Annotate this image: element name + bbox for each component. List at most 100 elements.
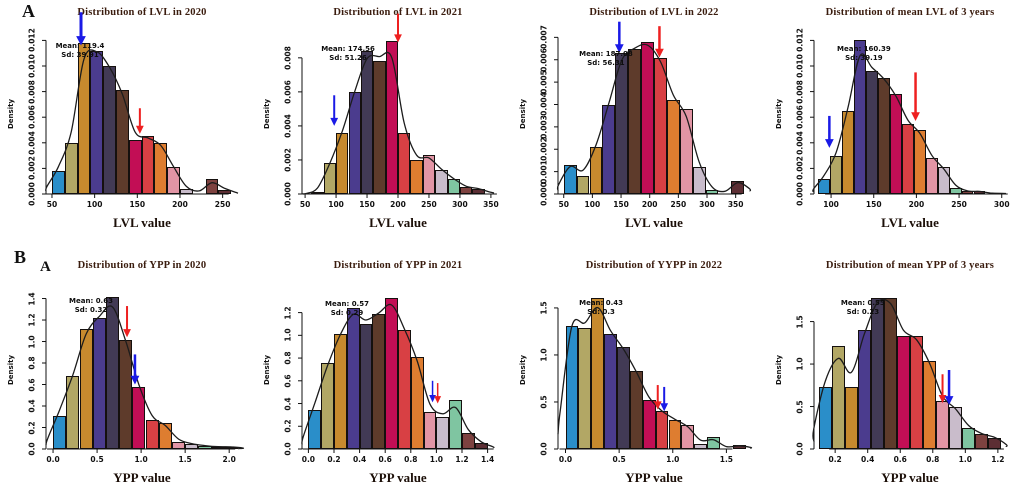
histogram-bar [707, 436, 720, 449]
mean-sd-annotation: Mean: 187.08 Sd: 56.31 [579, 50, 633, 68]
histogram-bar [961, 191, 974, 194]
sd-text: Sd: 39.91 [61, 51, 99, 59]
y-axis-label: Density [775, 354, 783, 386]
red-arrow-head [434, 396, 442, 404]
mean-text: Mean: 0.55 [840, 298, 885, 307]
blue-arrow-head [330, 117, 339, 126]
plot-area [554, 21, 752, 198]
x-tick-label: 0.2 [327, 455, 341, 464]
y-tick-label: 0.2 [283, 419, 293, 433]
histogram-bar [128, 140, 142, 194]
histogram-bar [158, 423, 172, 449]
mean-sd-annotation: Mean: 174.56 Sd: 51.26 [321, 45, 375, 63]
x-tick-label: 1.4 [480, 455, 495, 464]
panel-lvl-1: Distribution of LVL in 2020 Density 0.000 0… [0, 0, 256, 247]
histogram-bar [321, 362, 334, 449]
mean-text: Mean: 0.43 [579, 298, 624, 307]
y-tick-label: 0.8 [27, 356, 37, 370]
histogram-bar [602, 104, 616, 194]
x-tick-label: 0.5 [612, 455, 626, 464]
histogram-bar [459, 187, 473, 194]
y-tick-label: 1.2 [283, 305, 293, 320]
histogram-bar [385, 40, 398, 194]
x-tick-label: 0.2 [828, 455, 842, 464]
panel-ypp-2: Distribution of YPP in 2021 Density 0.0 0.2… [256, 247, 512, 494]
mean-text: Mean: 174.56 [321, 45, 375, 54]
histogram-bar [211, 446, 225, 449]
sd-text: Sd: 0.32 [74, 306, 108, 315]
x-axis-label: YPP value [881, 470, 939, 485]
histogram-bar [854, 40, 866, 194]
x-tick-label: 100 [823, 200, 839, 209]
mean-sd-annotation: Mean: 119.4 Sd: 39.91 [56, 42, 105, 60]
histogram-bar [447, 178, 460, 194]
blue-arrow-head [429, 394, 436, 403]
x-tick-label: 1.0 [134, 455, 148, 464]
histogram-bar [323, 163, 337, 194]
y-tick-label: 1.0 [27, 334, 37, 349]
histogram-bar [666, 100, 680, 194]
histogram-bar [141, 136, 155, 194]
histogram-bar [474, 443, 488, 449]
mean-sd-annotation: Mean: 0.63 Sd: 0.32 [69, 297, 113, 315]
histogram-bar [668, 419, 682, 449]
histogram-bar [171, 441, 186, 449]
histogram-bar [336, 132, 349, 194]
histogram-bar [311, 192, 324, 194]
y-tick-label: 0.006 [283, 79, 293, 104]
panel-title: Distribution of LVL in 2020 [77, 7, 207, 18]
histogram-bar [844, 387, 858, 449]
mean-text: Mean: 187.08 [579, 50, 633, 58]
y-tick-label: 0.006 [539, 47, 549, 72]
x-tick-label: 1.5 [719, 455, 734, 464]
histogram-bar [655, 411, 669, 449]
histogram-bar [360, 51, 374, 194]
histogram-bar [334, 334, 347, 449]
y-tick-label: 0.008 [283, 45, 293, 70]
histogram-bar [936, 401, 949, 449]
histogram-bar [116, 90, 129, 194]
histogram-bar [615, 53, 629, 194]
panel-title: Distribution of YPP in 2020 [77, 260, 207, 271]
histogram-bar [79, 328, 93, 449]
histogram-bar [180, 188, 193, 194]
x-tick-label: 150 [865, 200, 882, 209]
panel-title: Distribution of YYPP in 2022 [585, 260, 723, 271]
red-arrow-head [655, 48, 664, 58]
x-axis-label: LVL value [369, 215, 427, 230]
red-arrow-head [911, 112, 920, 122]
panel-letter: A [40, 259, 51, 275]
histogram-bar [925, 158, 938, 194]
x-tick-label: 1.5 [178, 455, 192, 464]
histogram-bar [66, 375, 80, 449]
panel-ypp-1: Distribution of YPP in 2020 Density 0.0 0.2… [0, 247, 256, 494]
y-tick-label: 0.010 [795, 54, 805, 78]
y-tick-label: 0.002 [283, 148, 293, 172]
histogram-bar [694, 444, 708, 449]
histogram-bar [77, 43, 91, 194]
histogram-bar [988, 438, 1002, 449]
mean-text: Mean: 0.57 [325, 300, 369, 309]
panel-title: Distribution of mean LVL of 3 years [825, 7, 995, 18]
panel-ypp-3: Distribution of YYPP in 2022 Density 0.0 0.… [512, 247, 768, 494]
x-axis-label: YPP value [369, 470, 427, 485]
y-tick-label: 1.0 [795, 357, 805, 371]
x-axis-label: YPP value [625, 470, 683, 485]
histogram-bar [866, 71, 878, 194]
y-tick-label: 1.0 [283, 328, 293, 342]
y-axis-label: Density [519, 98, 527, 130]
y-tick-label: 0.007 [539, 25, 549, 50]
x-axis-label: LVL value [113, 215, 171, 230]
y-axis-label: Density [263, 98, 271, 130]
histogram-bar [103, 66, 116, 194]
blue-arrow-head [824, 139, 834, 148]
histogram-bar [884, 297, 897, 449]
histogram-bar [576, 176, 590, 194]
y-tick-label: 0.000 [795, 182, 805, 206]
x-tick-label: 300 [993, 200, 1010, 209]
histogram-bar [64, 142, 78, 194]
x-tick-label: 50 [299, 200, 311, 209]
x-tick-label: 0.4 [352, 455, 367, 464]
x-tick-label: 250 [670, 200, 687, 209]
y-tick-label: 0.004 [539, 92, 549, 117]
